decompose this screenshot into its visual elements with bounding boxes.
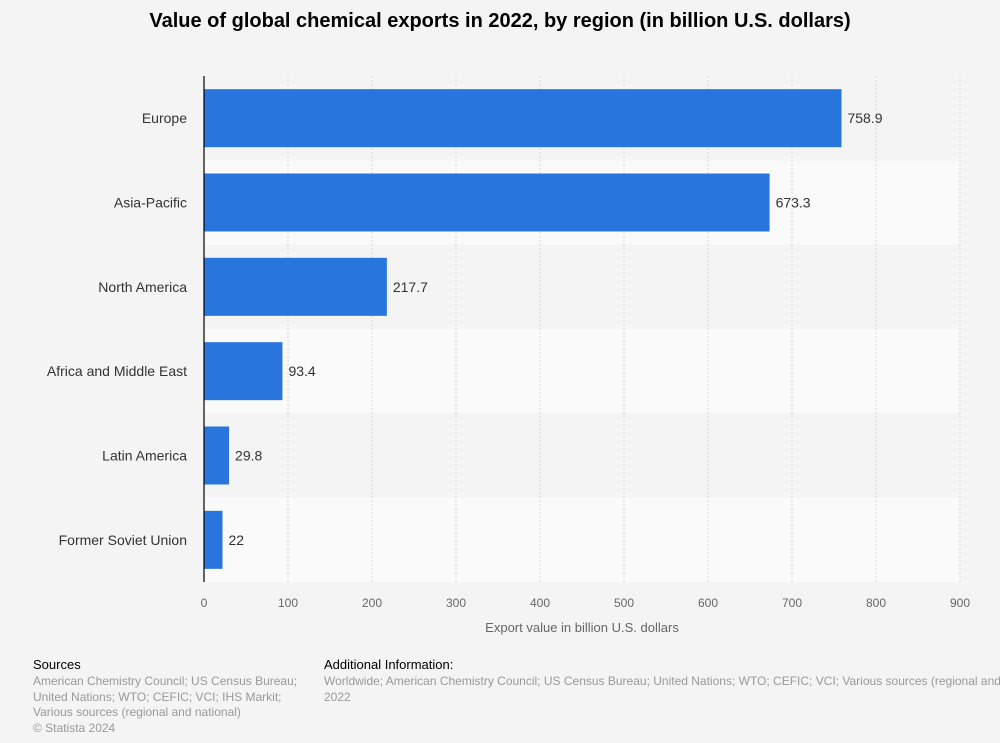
additional-info-line: Worldwide; American Chemistry Council; U… [324,674,1000,688]
sources-heading: Sources [33,657,81,672]
value-label: 758.9 [847,110,882,126]
x-tick-label: 100 [278,596,298,610]
x-tick-label: 600 [698,596,718,610]
x-tick-label: 900 [950,596,970,610]
sources-line: American Chemistry Council; US Census Bu… [33,674,298,688]
row-band [204,329,960,414]
category-label: Africa and Middle East [47,363,187,379]
bar [204,510,223,569]
row-band [204,413,960,498]
value-label: 673.3 [776,195,811,211]
additional-info-block: Additional Information: Worldwide; Ameri… [324,657,1000,705]
bar [204,342,283,401]
bar [204,89,842,148]
bar [204,173,770,232]
x-axis-title: Export value in billion U.S. dollars [485,620,679,635]
sources-block: Sources American Chemistry Council; US C… [33,657,323,736]
category-label: Asia-Pacific [114,195,187,211]
additional-info-heading: Additional Information: [324,657,454,672]
chart-title: Value of global chemical exports in 2022… [149,10,851,32]
sources-line: United Nations; WTO; CEFIC; VCI; IHS Mar… [33,689,282,704]
bar [204,257,387,316]
bar [204,426,230,485]
x-tick-label: 400 [530,596,550,610]
x-tick-label: 500 [614,596,634,610]
value-label: 22 [228,532,244,548]
x-tick-label: 700 [782,596,802,610]
category-label: Latin America [102,448,187,464]
x-tick-label: 0 [201,596,208,610]
row-band [204,497,960,582]
value-label: 217.7 [393,279,428,295]
bar-chart: Europe 758.9 Asia-Pacific 673.3 North Americ… [47,76,970,635]
value-label: 93.4 [288,363,315,379]
x-tick-label: 800 [866,596,886,610]
additional-info-line: 2022 [324,689,351,704]
category-label: North America [98,279,187,295]
x-tick-label: 300 [446,596,466,610]
category-label: Former Soviet Union [59,532,187,548]
x-tick-label: 200 [362,596,382,610]
value-label: 29.8 [235,448,262,464]
copyright-line: © Statista 2024 [33,720,116,735]
sources-line: Various sources (regional and national) [33,705,241,719]
category-label: Europe [142,110,187,126]
